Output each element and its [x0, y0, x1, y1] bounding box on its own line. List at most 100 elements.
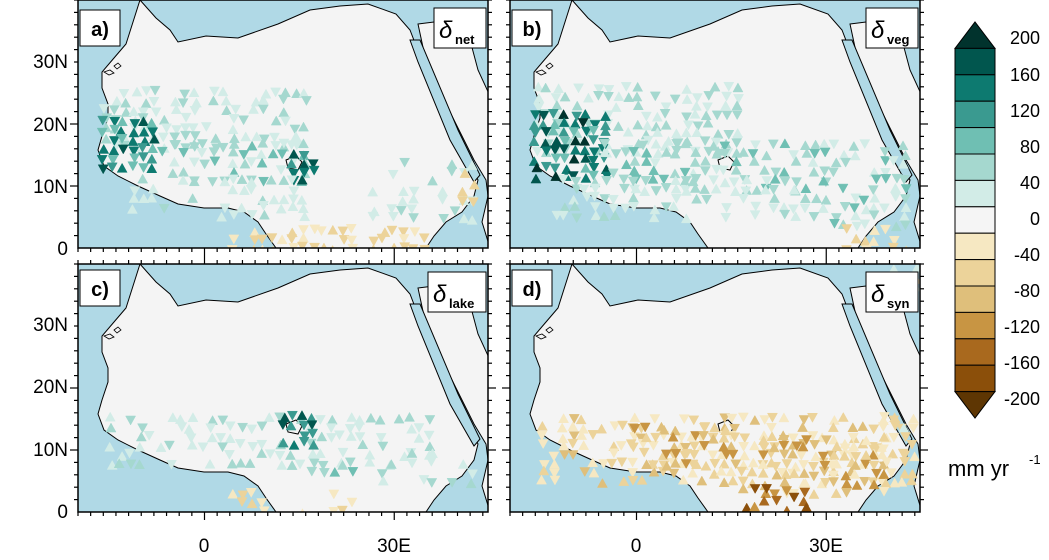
- x-axis-labels: 0 30E 0 30E: [199, 536, 843, 557]
- anomaly-cell: [246, 140, 258, 151]
- colorbar-swatch: [953, 391, 997, 419]
- anomaly-cell: [680, 138, 691, 149]
- anomaly-cell: [621, 159, 632, 170]
- anomaly-cell: [180, 130, 191, 141]
- anomaly-cell: [347, 243, 359, 248]
- anomaly-cell: [287, 201, 299, 212]
- anomaly-cell: [579, 135, 591, 146]
- anomaly-cell: [147, 127, 159, 138]
- anomaly-cell: [861, 245, 872, 248]
- anomaly-cell: [670, 183, 682, 194]
- anomaly-cell: [197, 139, 208, 150]
- anomaly-cell: [638, 447, 650, 458]
- anomaly-cell: [808, 166, 820, 177]
- anomaly-cell: [699, 422, 711, 432]
- y-tick-label: 20N: [33, 115, 68, 136]
- anomaly-cell: [900, 202, 912, 212]
- anomaly-cell: [298, 151, 310, 161]
- anomaly-cell: [301, 96, 312, 106]
- anomaly-cell: [669, 94, 681, 105]
- anomaly-cell: [138, 116, 149, 126]
- anomaly-cell: [256, 421, 268, 432]
- anomaly-cell: [660, 202, 672, 213]
- anomaly-cell: [630, 183, 642, 194]
- anomaly-cell: [291, 88, 303, 98]
- anomaly-cell: [237, 422, 249, 433]
- anomaly-cell: [788, 184, 800, 195]
- anomaly-cell: [869, 192, 881, 203]
- anomaly-cell: [533, 93, 545, 103]
- anomaly-cell: [288, 169, 300, 179]
- anomaly-cell: [759, 415, 771, 426]
- anomaly-cell: [286, 460, 298, 470]
- anomaly-cell: [220, 95, 232, 106]
- anomaly-cell: [568, 431, 580, 442]
- anomaly-cell: [679, 167, 691, 178]
- anomaly-cell: [787, 204, 799, 215]
- anomaly-cell: [409, 227, 421, 238]
- anomaly-cell: [851, 479, 863, 490]
- anomaly-cell: [780, 469, 792, 479]
- anomaly-cell: [289, 124, 301, 135]
- anomaly-cell: [622, 126, 634, 137]
- anomaly-cell: [374, 414, 386, 425]
- panel-label-b: b): [511, 9, 553, 47]
- anomaly-cell: [251, 131, 263, 142]
- anomaly-cell: [116, 134, 128, 144]
- anomaly-cell: [730, 164, 742, 175]
- anomaly-cell: [573, 83, 584, 94]
- anomaly-cell: [699, 136, 711, 147]
- anomaly-cell: [257, 104, 269, 115]
- anomaly-cell: [276, 459, 288, 470]
- anomaly-cell: [608, 203, 619, 214]
- anomaly-cell: [729, 186, 741, 197]
- anomaly-cell: [691, 93, 703, 104]
- anomaly-cell: [467, 197, 479, 208]
- anomaly-cell: [819, 461, 831, 471]
- anomaly-cell: [839, 202, 851, 212]
- anomaly-cell: [749, 501, 761, 512]
- anomaly-cell: [761, 176, 773, 187]
- anomaly-cell: [760, 488, 772, 498]
- anomaly-cell: [769, 193, 780, 203]
- anomaly-cell: [847, 422, 859, 433]
- anomaly-cell: [767, 412, 778, 423]
- anomaly-cell: [559, 153, 570, 164]
- anomaly-cell: [618, 476, 630, 486]
- anomaly-cell: [721, 450, 732, 460]
- anomaly-cell: [680, 213, 692, 224]
- anomaly-cell: [578, 440, 590, 450]
- anomaly-cell: [147, 143, 159, 153]
- anomaly-cell: [890, 192, 902, 202]
- anomaly-cell: [298, 436, 310, 447]
- anomaly-cell: [344, 424, 356, 434]
- anomaly-cell: [681, 83, 693, 94]
- anomaly-cell: [787, 433, 799, 444]
- anomaly-cell: [248, 104, 259, 114]
- anomaly-cell: [747, 149, 759, 159]
- anomaly-cell: [180, 123, 191, 134]
- anomaly-cell: [571, 111, 583, 122]
- anomaly-cell: [616, 457, 628, 468]
- anomaly-cell: [328, 489, 340, 500]
- anomaly-cell: [837, 183, 849, 194]
- anomaly-cell: [307, 448, 319, 459]
- anomaly-cell: [347, 467, 359, 477]
- anomaly-cell: [571, 100, 583, 111]
- anomaly-cell: [709, 458, 721, 469]
- anomaly-cell: [841, 245, 852, 248]
- anomaly-cell: [647, 460, 659, 471]
- anomaly-cell: [692, 121, 704, 132]
- anomaly-cell: [537, 439, 549, 450]
- anomaly-cell: [224, 433, 236, 443]
- anomaly-cell: [158, 203, 170, 214]
- colorbar-label: -160: [1004, 353, 1040, 373]
- anomaly-cell: [529, 128, 541, 139]
- anomaly-cell: [588, 147, 600, 158]
- anomaly-cell: [568, 414, 580, 424]
- anomaly-cell: [596, 423, 608, 434]
- anomaly-cell: [799, 193, 811, 203]
- anomaly-cell: [129, 186, 141, 197]
- anomaly-cell: [298, 225, 309, 235]
- anomaly-cell: [265, 174, 277, 185]
